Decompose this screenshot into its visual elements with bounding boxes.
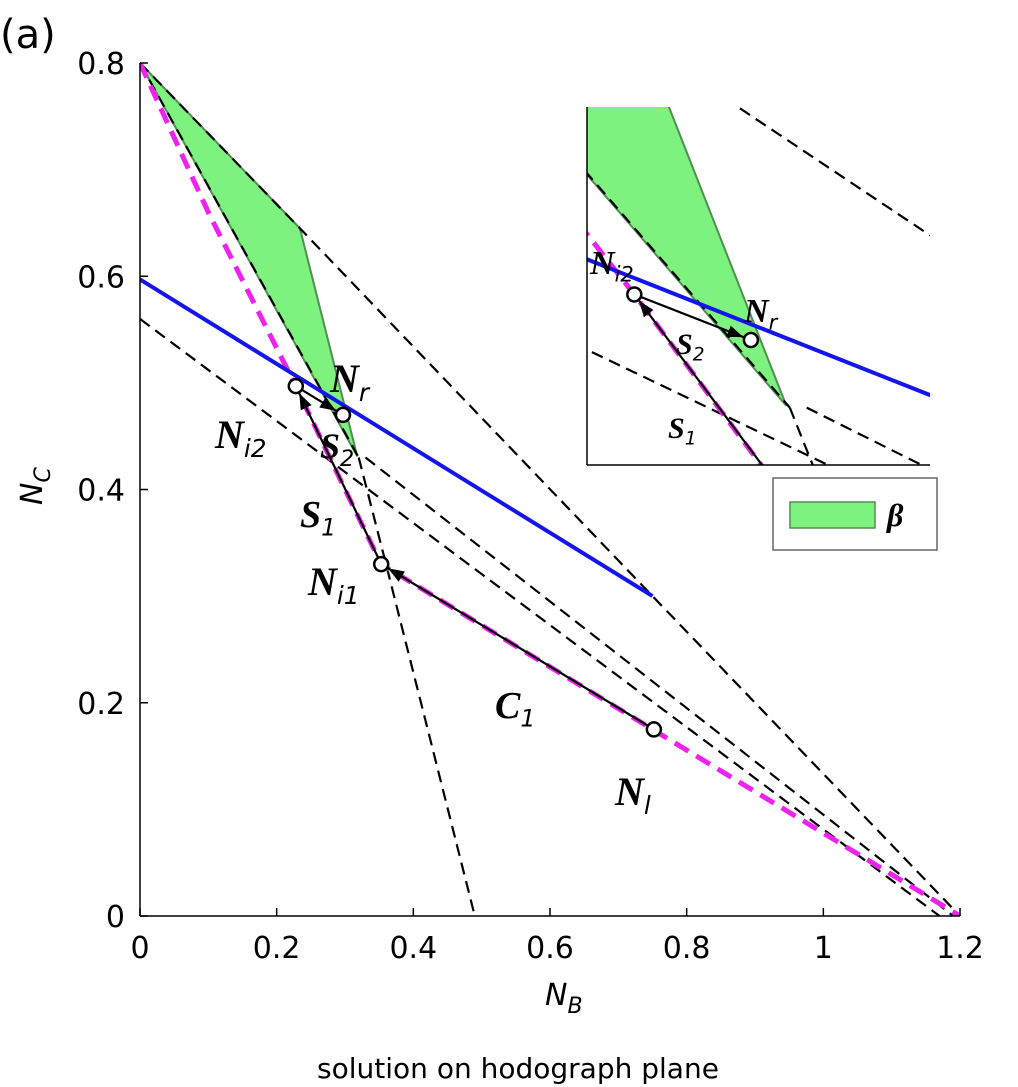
state-point (334, 406, 352, 424)
x-label-main: N (545, 978, 567, 1013)
inset-plot (587, 107, 930, 590)
annotation-sub: i2 (615, 261, 634, 286)
x-tick-label: 1.2 (936, 931, 984, 966)
y-tick-label: 0.8 (77, 47, 125, 82)
annotation-main: S (676, 328, 693, 361)
annotation-sub: 1 (685, 429, 697, 450)
legend-label: β (886, 497, 904, 533)
state-point (372, 555, 390, 573)
x-label-sub: B (567, 994, 582, 1019)
annotation-main: N (307, 559, 339, 604)
annotation: C1 (495, 685, 535, 732)
arrowhead (388, 568, 405, 582)
x-axis-label: NB (545, 978, 583, 1019)
solution-path (631, 291, 764, 465)
arrowhead (726, 325, 744, 338)
y-label-sub: C (31, 467, 56, 483)
y-tick-label: 0.2 (77, 687, 125, 722)
solution-path (293, 383, 655, 731)
y-tick-label: 0.6 (77, 260, 125, 295)
curve (140, 63, 960, 916)
state-point (287, 377, 305, 395)
state-point (645, 721, 663, 738)
annotation-main: C (495, 685, 521, 727)
arrowhead (299, 393, 312, 411)
panel-label: (a) (0, 12, 56, 58)
legend: β (772, 477, 938, 551)
annotation: S2 (676, 328, 705, 366)
annotation-sub: i1 (337, 581, 360, 610)
arrowhead (319, 397, 337, 411)
x-tick-label: 0.2 (253, 931, 301, 966)
annotation-main: N (614, 769, 646, 814)
annotation-sub: r (769, 309, 779, 334)
annotation: S1 (668, 412, 697, 450)
annotation: Ni2 (589, 245, 634, 286)
annotation-sub: 2 (340, 446, 354, 472)
curve (364, 456, 954, 916)
annotation: S2 (320, 426, 354, 472)
annotation: Nl (614, 769, 651, 820)
annotation: Nr (743, 293, 779, 334)
curve (140, 318, 941, 916)
plot-area (140, 63, 960, 916)
annotation-main: S (668, 412, 685, 445)
curve (587, 257, 930, 398)
y-axis-label: NC (15, 467, 56, 505)
curve (140, 277, 654, 598)
y-label-main: N (15, 483, 50, 505)
annotation: S1 (300, 494, 336, 541)
arrowhead (853, 579, 870, 590)
annotation-main: S (320, 426, 340, 466)
annotation-sub: 1 (520, 704, 535, 732)
annotation-main: S (300, 494, 321, 536)
annotation-sub: 2 (693, 345, 705, 366)
y-tick-label: 0 (106, 900, 125, 935)
y-tick-label: 0.4 (77, 474, 125, 509)
annotation: Ni2 (214, 412, 267, 463)
x-tick-label: 0 (130, 931, 149, 966)
state-point (839, 569, 853, 583)
annotation: Nr (329, 356, 371, 407)
x-tick-label: 1 (814, 931, 833, 966)
annotation-sub: 1 (321, 513, 336, 541)
x-tick-label: 0.8 (663, 931, 711, 966)
curve (788, 407, 814, 465)
state-point (742, 331, 760, 349)
arrowhead (639, 300, 654, 318)
curve (357, 457, 476, 916)
state-point (626, 286, 643, 303)
caption: solution on hodograph plane (317, 1052, 719, 1085)
annotation-main: N (214, 412, 246, 457)
annotation: Ni1 (307, 559, 360, 610)
annotation-sub: i2 (244, 434, 267, 463)
axes: 0 0.2 0.4 0.6 0.8 1 1.2 0 0.2 0.4 0.6 0.8 (77, 47, 984, 966)
x-tick-label: 0.6 (526, 931, 574, 966)
annotation-sub: r (359, 378, 371, 407)
curve (140, 63, 960, 916)
annotation-main: N (589, 245, 616, 282)
annotation-sub: l (644, 791, 651, 820)
annotation-main: N (329, 356, 361, 401)
x-tick-label: 0.4 (389, 931, 437, 966)
annotation-main: N (743, 293, 770, 330)
legend-swatch (789, 501, 876, 529)
